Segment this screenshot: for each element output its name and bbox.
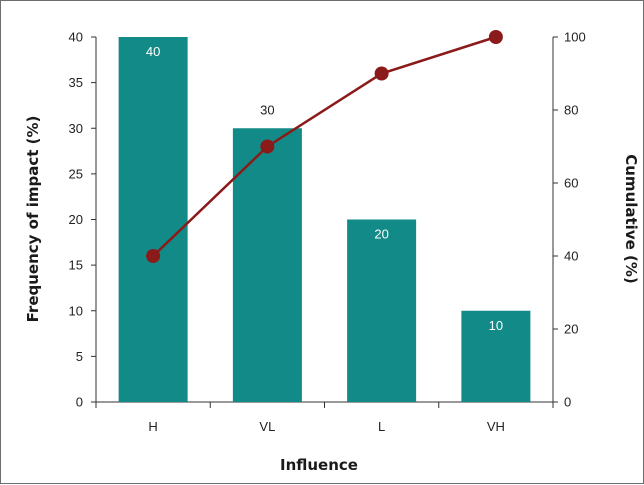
y2-tick-label: 60 [564,176,578,191]
labels-group: 40 30 20 10 [146,44,503,333]
bars-group [118,37,531,402]
x-tick-label: VH [487,419,505,434]
bar [347,219,417,402]
y-axis-title: Frequency of impact (%) [24,116,42,323]
cumulative-point [488,30,503,44]
y-tick-label: 15 [69,258,83,273]
y-tick-label: 30 [69,121,83,136]
y-tick-label: 40 [69,30,83,45]
y2-axis-title: Cumulative (%) [622,154,640,284]
bar [232,128,302,402]
y2-tick-label: 100 [564,30,586,45]
cumulative-line-group [146,30,503,263]
y-tick-label: 35 [69,75,83,90]
y-tick-label: 0 [76,395,83,410]
cumulative-point [146,249,161,263]
y-tick-label: 10 [69,303,83,318]
bar-data-label: 40 [146,44,160,59]
cumulative-point [260,139,275,154]
cumulative-line [152,35,497,257]
y-tick-label: 25 [69,166,83,181]
axes-group: 0 5 10 15 20 25 30 35 40 0 20 40 60 80 100 H VL L VH [69,30,586,435]
y2-tick-label: 0 [564,395,571,410]
x-tick-label: VL [259,419,275,434]
x-tick-label: H [148,419,157,434]
x-tick-label: L [378,419,385,434]
y2-tick-label: 80 [564,103,578,118]
bar-data-label: 20 [374,227,388,242]
y2-tick-label: 40 [564,249,578,264]
cumulative-point [374,66,389,81]
bar-data-label: 30 [260,102,274,117]
x-axis-title: Influence [280,456,358,474]
bar-data-label: 10 [489,318,503,333]
bar [461,310,531,402]
bar [118,37,188,402]
y2-tick-label: 20 [564,322,578,337]
y-tick-label: 5 [76,349,83,364]
y-tick-label: 20 [69,212,83,227]
